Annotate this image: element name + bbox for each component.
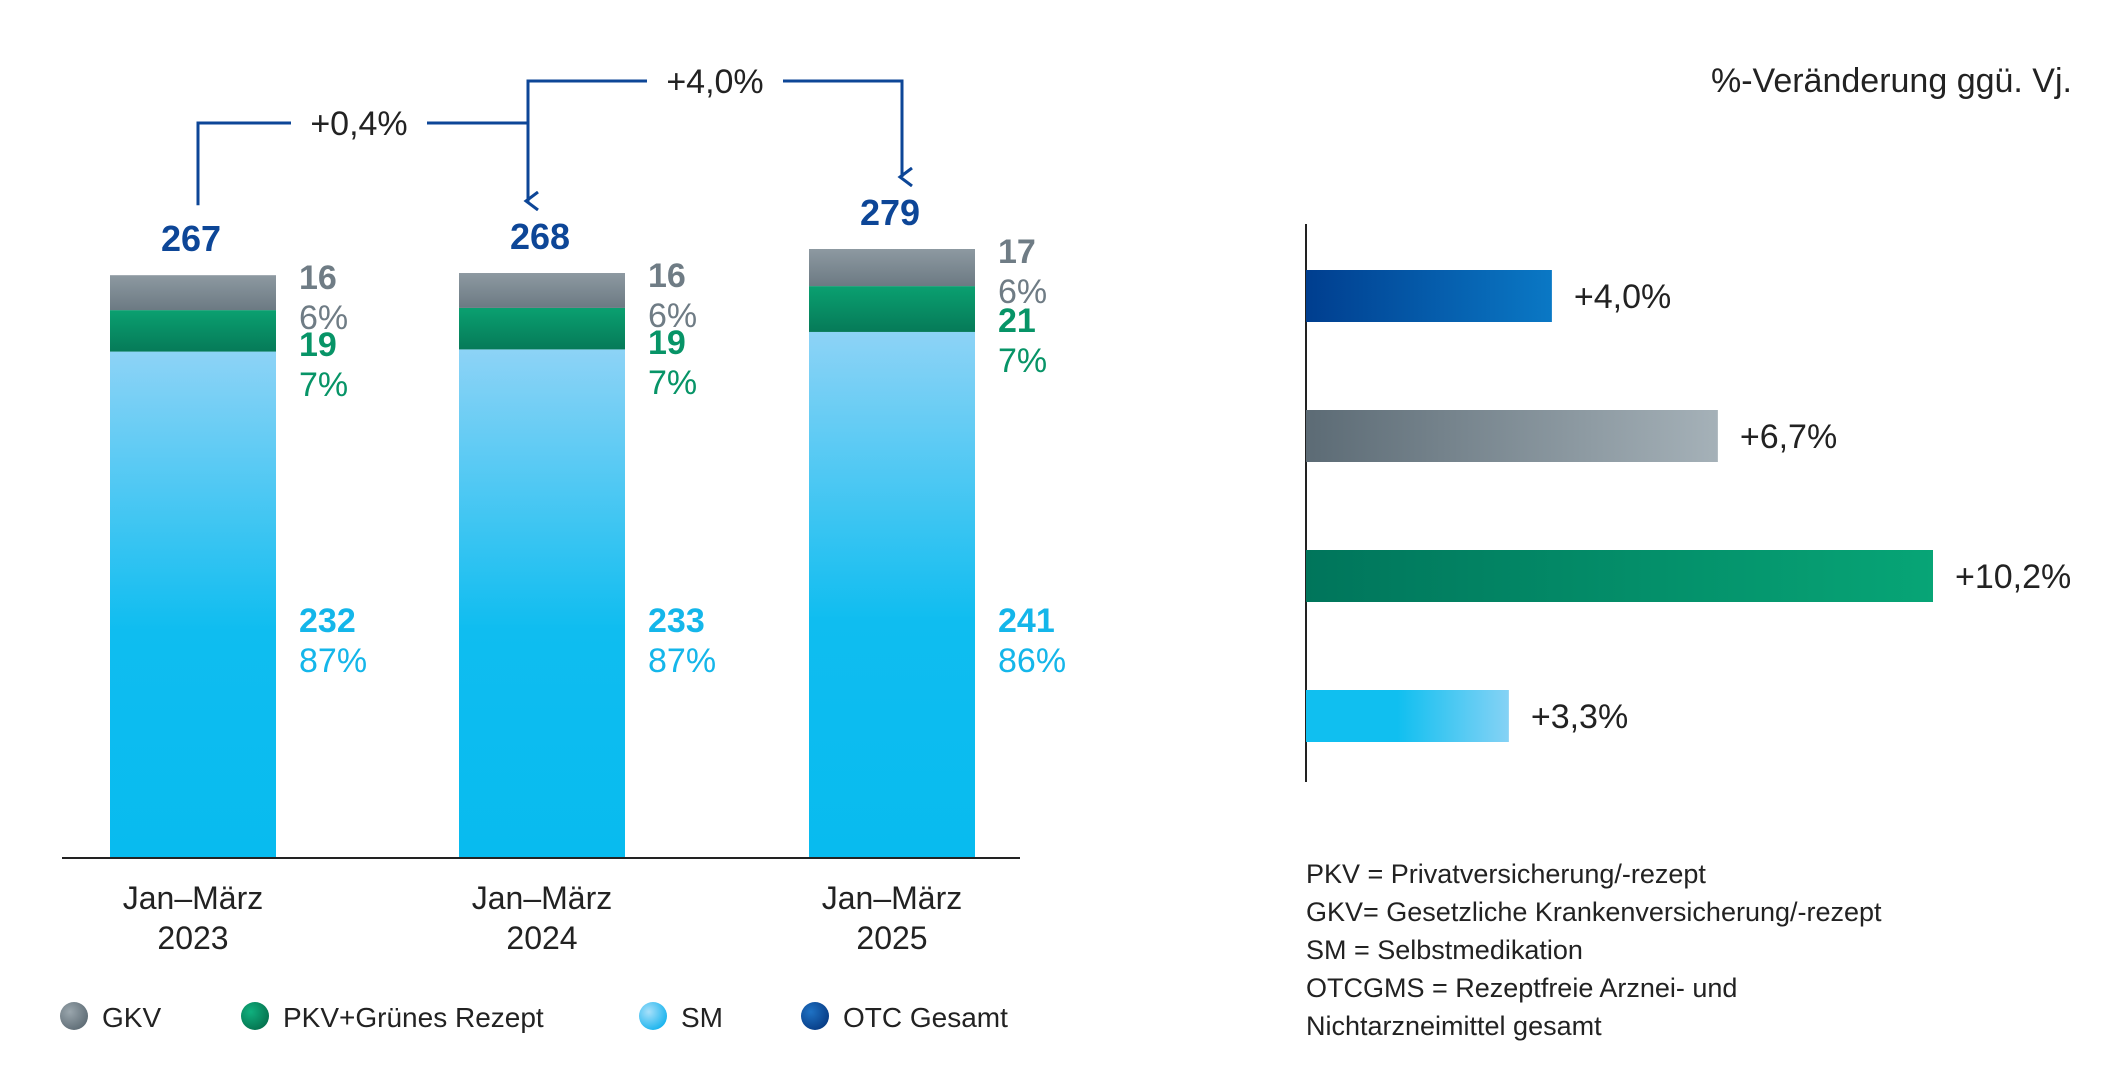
change-arrow-left-leg [196,121,291,206]
category-label-line2: 2024 [506,920,577,956]
percent-label-pkv: 7% [998,342,1047,380]
value-label-sm: 241 [998,602,1055,640]
total-label: 267 [161,218,221,259]
bar-segment-sm [809,331,975,858]
category-label-line2: 2025 [856,920,927,956]
category-label-line1: Jan–März [123,880,264,916]
value-label-gkv: 17 [998,233,1036,271]
legend-swatch [801,1002,829,1030]
value-label-pkv: 19 [648,324,686,362]
change-bar-label: +4,0% [1574,278,1671,316]
change-arrow-right-leg [427,121,528,201]
percent-label-pkv: 7% [299,366,348,404]
note-line: OTCGMS = Rezeptfreie Arznei- und [1306,973,1737,1003]
percent-label-gkv: 6% [648,297,697,335]
bar-segment-sm [110,351,276,858]
percent-label-sm: 87% [648,642,716,680]
change-arrow-left-leg [526,79,647,204]
note-line: Nichtarzneimittel gesamt [1306,1011,1602,1041]
percent-label-gkv: 6% [299,299,348,337]
value-label-pkv: 21 [998,302,1036,340]
legend: GKV PKV+Grünes Rezept SM OTC Gesamt [60,1002,1008,1033]
change-bar [1306,270,1552,322]
legend-label: GKV [102,1002,161,1033]
change-bar [1306,690,1509,742]
total-label: 279 [860,192,920,233]
change-label: +0,4% [310,105,407,143]
note-line: GKV= Gesetzliche Krankenversicherung/-re… [1306,897,1882,927]
category-label-line2: 2023 [157,920,228,956]
bar-segment-gkv [110,275,276,311]
value-label-sm: 233 [648,602,705,640]
bar-segment-gkv [459,273,625,308]
legend-swatch [639,1002,667,1030]
value-label-gkv: 16 [299,259,337,297]
stacked-labels: 23287%197%166%26723387%197%166%26824186%… [161,192,1066,680]
change-bar [1306,410,1718,462]
change-bar-label: +10,2% [1955,558,2071,596]
right-chart-title: %-Veränderung ggü. Vj. [1711,62,2072,100]
bar-segment-pkv [110,310,276,352]
abbreviation-notes: PKV = Privatversicherung/-rezept GKV= Ges… [1306,859,1882,1041]
legend-label: PKV+Grünes Rezept [283,1002,544,1033]
value-label-gkv: 16 [648,257,686,295]
bar-segment-pkv [809,286,975,332]
change-label: +4,0% [666,63,763,101]
change-arrow-right-leg [783,79,902,177]
legend-label: OTC Gesamt [843,1002,1008,1033]
legend-swatch [241,1002,269,1030]
change-bar-label: +3,3% [1531,698,1628,736]
legend-swatch [60,1002,88,1030]
change-arrows: +0,4% +4,0% [196,63,902,206]
bar-segment-sm [459,349,625,858]
change-bar [1306,550,1933,602]
value-label-pkv: 19 [299,326,337,364]
change-bars: +4,0% +6,7% +10,2% +3,3% [1306,270,2071,742]
change-bar-label: +6,7% [1740,418,1837,456]
note-line: PKV = Privatversicherung/-rezept [1306,859,1706,889]
legend-label: SM [681,1002,723,1033]
category-labels: Jan–März 2023 Jan–März 2024 Jan–März 2025 [123,880,963,956]
value-label-sm: 232 [299,602,356,640]
bar-segment-gkv [809,249,975,287]
percent-label-sm: 86% [998,642,1066,680]
percent-label-sm: 87% [299,642,367,680]
stacked-bars [110,249,975,858]
bar-segment-pkv [459,307,625,350]
percent-label-gkv: 6% [998,273,1047,311]
note-line: SM = Selbstmedikation [1306,935,1583,965]
percent-label-pkv: 7% [648,364,697,402]
category-label-line1: Jan–März [472,880,613,916]
category-label-line1: Jan–März [822,880,963,916]
total-label: 268 [510,216,570,257]
